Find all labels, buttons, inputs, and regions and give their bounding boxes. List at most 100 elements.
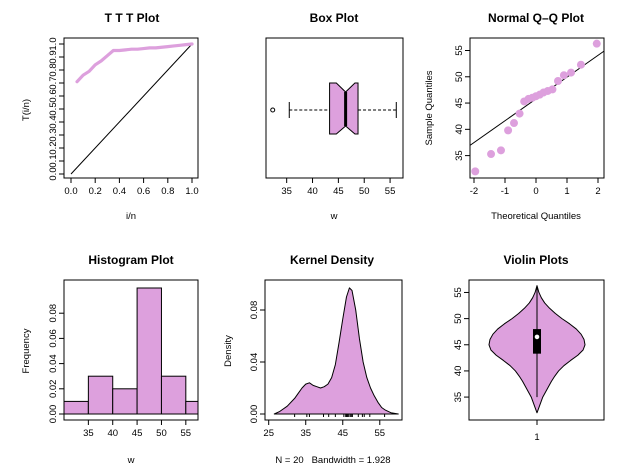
qq-ylabel: Sample Quantiles [424,70,435,145]
ttt-y-tick-label: 0.5 [48,102,59,115]
qq-y-axis: 35 40 45 50 55 [454,45,471,161]
ttt-x-tick-label: 0.2 [89,186,102,197]
hist-bar [87,375,114,415]
kde-y-tick-label: 0.04 [249,353,260,372]
box-notched-box [329,82,359,135]
qq-title: Normal Q–Q Plot [488,11,584,25]
violin-y-tick-label: 45 [453,339,464,350]
kernel-density-panel: Kernel Density N = 20 Bandwidth = 1.928 … [223,253,403,466]
kde-title: Kernel Density [290,253,374,267]
qq-point [515,109,524,118]
histogram-panel: Histogram Plot w Frequency 35 40 45 50 55 0.… [21,253,199,466]
kde-marks [273,287,399,417]
violin-x-axis: 1 [534,420,540,443]
qq-point [576,60,585,69]
violin-y-tick-label: 35 [453,392,464,403]
ttt-y-tick-label: 0.8 [48,63,59,76]
ttt-reference-line [70,43,193,175]
ttt-y-tick-label: 0.4 [48,115,59,128]
violin-median [534,334,540,340]
kde-density-area [273,287,399,415]
ttt-y-tick-label: 0.6 [48,89,59,102]
box-x-tick-label: 45 [333,186,344,197]
hist-x-tick-label: 35 [83,428,94,439]
qq-x-tick-label: 1 [564,186,569,197]
box-x-tick-label: 50 [359,186,370,197]
kde-x-tick-label: 25 [263,428,274,439]
ttt-y-tick-label: 0.3 [48,128,59,141]
box-title: Box Plot [310,11,359,25]
qq-xlabel: Theoretical Quantiles [491,211,581,222]
ttt-curve [75,42,194,84]
qq-y-tick-label: 55 [454,45,465,56]
box-x-tick-label: 40 [307,186,318,197]
violin-y-tick-label: 40 [453,366,464,377]
violin-y-tick-label: 50 [453,313,464,324]
kde-xlabel: N = 20 Bandwidth = 1.928 [275,455,390,466]
ttt-x-axis: 0.0 0.2 0.4 0.6 0.8 1.0 [64,177,199,197]
qq-x-axis: -2 -1 0 1 2 [470,177,601,197]
box-x-axis: 35 40 45 50 55 [281,177,396,197]
violin-y-tick-label: 55 [453,287,464,298]
ttt-x-tick-label: 0.6 [137,186,150,197]
qq-point [487,150,496,159]
box-x-tick-label: 35 [281,186,292,197]
box-xlabel: w [330,211,338,222]
violin-title: Violin Plots [503,253,568,267]
hist-x-tick-label: 50 [156,428,167,439]
qq-point [504,126,513,135]
ttt-y-tick-label: 0.2 [48,141,59,154]
hist-bar [185,400,199,415]
hist-bar [112,388,138,415]
qq-x-tick-label: -1 [501,186,509,197]
hist-x-tick-label: 40 [107,428,118,439]
qq-point [559,71,568,80]
violin-y-axis: 35 40 45 50 55 [453,287,470,403]
qq-marks [469,39,605,176]
hist-bar [136,287,162,415]
kde-y-tick-label: 0.08 [249,301,260,320]
qq-point [548,85,557,94]
hist-ylabel: Frequency [21,328,32,373]
kde-y-axis: 0.00 0.04 0.08 [249,301,266,424]
violin-marks [488,285,586,414]
qq-point [567,68,576,77]
box-x-tick-label: 55 [385,186,396,197]
hist-bar [160,375,187,415]
hist-bar [63,400,89,415]
ttt-y-tick-label: 0.0 [48,167,59,180]
ttt-y-tick-label: 0.9 [48,50,59,63]
ttt-x-tick-label: 0.8 [161,186,174,197]
ttt-marks [70,42,194,175]
ttt-y-tick-label: 0.1 [48,154,59,167]
hist-x-tick-label: 45 [132,428,143,439]
ttt-title: T T T Plot [105,11,160,25]
qq-x-tick-label: -2 [470,186,478,197]
ttt-x-tick-label: 0.4 [113,186,126,197]
hist-xlabel: w [127,455,135,466]
kde-ylabel: Density [223,335,234,367]
ttt-x-tick-label: 0.0 [64,186,77,197]
box-marks [270,82,397,135]
hist-y-tick-label: 0.02 [48,380,59,399]
violin-x-tick-label: 1 [534,432,539,443]
qq-y-tick-label: 40 [454,124,465,135]
qq-point [509,119,518,128]
kde-x-axis: 25 35 45 55 [263,419,385,439]
kde-x-tick-label: 55 [374,428,385,439]
qq-point [554,76,563,85]
kde-y-tick-label: 0.00 [249,405,260,424]
hist-x-tick-label: 55 [181,428,192,439]
qq-point [592,39,601,48]
hist-marks [63,287,199,415]
hist-y-tick-label: 0.06 [48,329,59,348]
qq-x-tick-label: 2 [595,186,600,197]
ttt-y-axis: 0.00.10.20.30.40.50.60.70.80.91.0 [48,37,65,181]
kde-x-tick-label: 45 [337,428,348,439]
qq-plot-panel: Normal Q–Q Plot Theoretical Quantiles Sa… [424,11,605,222]
violin-panel: Violin Plots 1 35 40 45 50 55 [453,253,605,443]
box-outlier [270,107,276,113]
qq-x-tick-label: 0 [533,186,538,197]
hist-title: Histogram Plot [88,253,173,267]
